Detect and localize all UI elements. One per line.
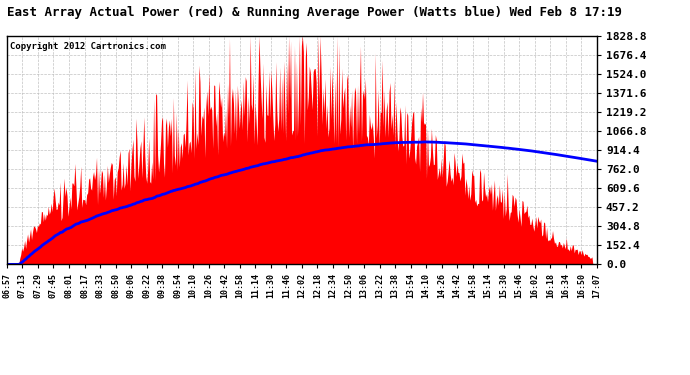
Text: Copyright 2012 Cartronics.com: Copyright 2012 Cartronics.com — [10, 42, 166, 51]
Text: East Array Actual Power (red) & Running Average Power (Watts blue) Wed Feb 8 17:: East Array Actual Power (red) & Running … — [7, 6, 622, 19]
